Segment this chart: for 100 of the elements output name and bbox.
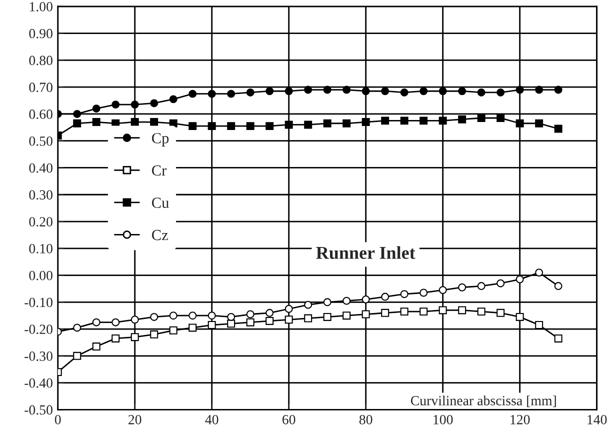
point xyxy=(381,116,390,125)
point xyxy=(188,122,197,130)
point xyxy=(304,86,312,94)
legend-label: Cu xyxy=(152,198,169,208)
point xyxy=(246,310,254,318)
point xyxy=(362,295,370,304)
x-tick-label: 20 xyxy=(128,414,142,424)
point xyxy=(496,114,505,122)
y-tick-label: -0.40 xyxy=(24,378,52,388)
point xyxy=(342,86,351,94)
point xyxy=(516,275,524,284)
point xyxy=(496,308,505,317)
y-tick-label: 0.40 xyxy=(29,163,52,173)
y-tick-label: 1.00 xyxy=(30,2,52,12)
point xyxy=(150,99,158,108)
point xyxy=(535,321,544,329)
x-tick-label: 0 xyxy=(54,414,61,424)
point xyxy=(112,100,120,109)
point xyxy=(477,88,486,96)
point xyxy=(496,279,505,288)
x-tick-label: 120 xyxy=(510,414,530,424)
y-tick-label: 0.50 xyxy=(29,136,52,146)
point xyxy=(246,122,254,130)
x-tick-label: 80 xyxy=(359,414,372,424)
point xyxy=(458,306,466,314)
x-axis-title: Curvilinear abscissa [mm] xyxy=(410,396,556,408)
point xyxy=(381,87,390,96)
point xyxy=(516,312,524,321)
point xyxy=(535,119,544,128)
y-tick-label: 0.60 xyxy=(29,110,52,119)
point xyxy=(169,95,178,104)
point xyxy=(73,352,82,360)
point xyxy=(516,86,524,94)
point xyxy=(362,87,370,96)
point xyxy=(477,308,486,316)
point xyxy=(266,122,274,130)
point xyxy=(554,86,562,94)
point xyxy=(73,110,82,118)
y-tick-label: 0.70 xyxy=(29,82,52,92)
point xyxy=(554,124,562,133)
point xyxy=(304,314,312,322)
y-tick-label: 0.00 xyxy=(29,270,52,280)
point xyxy=(535,86,544,94)
point xyxy=(284,316,293,324)
x-tick-label: 40 xyxy=(205,414,218,424)
y-tick-label: -0.50 xyxy=(24,405,52,415)
point xyxy=(458,283,466,292)
point xyxy=(227,90,236,98)
point xyxy=(208,122,216,130)
point xyxy=(188,90,197,98)
legend-label: Cp xyxy=(152,133,169,146)
point xyxy=(208,312,216,320)
point xyxy=(400,308,408,316)
y-tick-label: -0.20 xyxy=(24,324,52,334)
point xyxy=(92,118,100,126)
point xyxy=(130,118,139,126)
point xyxy=(323,86,332,94)
point xyxy=(342,296,351,305)
point xyxy=(362,310,370,318)
point xyxy=(150,118,158,126)
point xyxy=(400,116,408,125)
point xyxy=(323,119,332,128)
point xyxy=(554,282,562,290)
y-tick-label: -0.10 xyxy=(24,298,52,308)
point xyxy=(362,118,370,126)
point xyxy=(130,100,139,109)
y-tick-label: 0.90 xyxy=(29,28,52,38)
point xyxy=(169,312,178,320)
point xyxy=(535,268,544,277)
point xyxy=(438,286,447,294)
point xyxy=(516,119,524,128)
point xyxy=(208,90,216,98)
legend-label: Cr xyxy=(152,165,167,176)
point xyxy=(342,312,351,320)
y-tick-label: 0.20 xyxy=(29,217,52,227)
point xyxy=(284,304,293,313)
point xyxy=(304,120,312,129)
x-tick-label: 140 xyxy=(588,414,607,424)
point xyxy=(266,87,274,96)
point xyxy=(420,308,428,316)
point xyxy=(130,316,139,324)
point xyxy=(477,114,486,122)
point xyxy=(227,312,236,321)
point xyxy=(323,298,332,306)
point xyxy=(342,119,351,128)
point xyxy=(458,115,466,124)
point xyxy=(112,334,120,342)
point xyxy=(400,290,408,298)
point xyxy=(246,318,254,326)
point xyxy=(496,88,505,96)
point xyxy=(150,330,158,338)
point xyxy=(92,318,100,326)
x-tick-label: 60 xyxy=(282,414,296,424)
point xyxy=(227,320,236,328)
point xyxy=(420,116,428,125)
y-tick-label: -0.30 xyxy=(24,352,52,361)
x-tick-label: 100 xyxy=(434,414,453,424)
point xyxy=(400,88,408,96)
point xyxy=(420,288,428,297)
point xyxy=(208,321,216,329)
